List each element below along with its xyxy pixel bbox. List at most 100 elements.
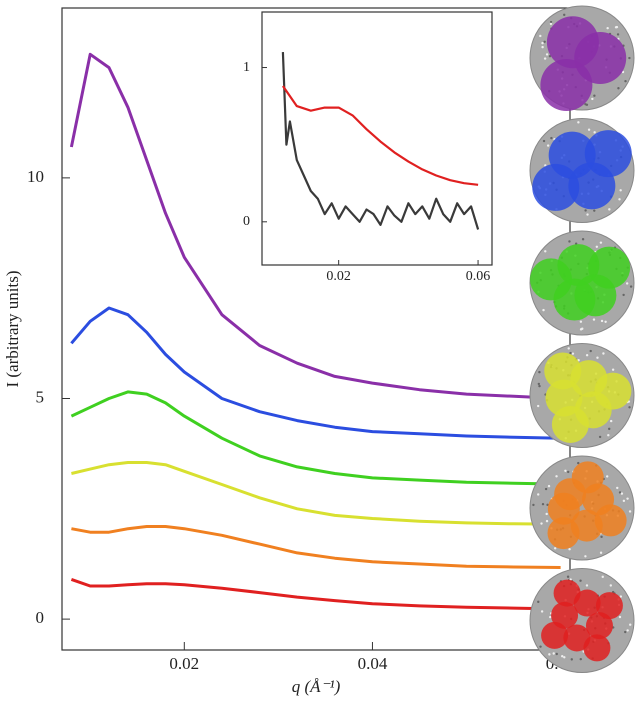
sphere-speckle bbox=[577, 461, 580, 465]
sphere-speckle bbox=[592, 318, 596, 321]
sphere-speckle bbox=[584, 103, 587, 106]
sphere-speckle bbox=[546, 503, 549, 507]
x-tick-label: 0.02 bbox=[326, 269, 351, 284]
sphere-speckle bbox=[548, 55, 552, 58]
sphere-speckle bbox=[571, 352, 575, 355]
sphere-speckle bbox=[628, 406, 631, 409]
sphere-speckle bbox=[537, 382, 541, 386]
sphere-patch bbox=[563, 624, 591, 652]
series-line bbox=[281, 85, 479, 186]
sphere-speckle bbox=[546, 144, 550, 147]
sphere-speckle bbox=[543, 40, 546, 43]
y-axis-label: I (arbitrary units) bbox=[3, 270, 22, 387]
sphere-speckle bbox=[579, 328, 583, 331]
sphere-patch bbox=[553, 579, 581, 607]
sphere-speckle bbox=[591, 97, 594, 101]
sphere-speckle bbox=[611, 368, 615, 371]
sphere-speckle bbox=[540, 522, 543, 525]
sphere-speckle bbox=[532, 503, 535, 507]
sphere-patch bbox=[583, 634, 611, 662]
sphere bbox=[529, 455, 635, 561]
series-line bbox=[70, 390, 561, 486]
series-line bbox=[69, 52, 561, 400]
sphere-speckle bbox=[618, 491, 622, 494]
sphere-speckle bbox=[569, 351, 572, 355]
sphere-speckle bbox=[609, 419, 613, 423]
sphere-speckle bbox=[579, 657, 582, 661]
sphere-speckle bbox=[539, 34, 542, 38]
sphere bbox=[529, 230, 635, 336]
sphere-speckle bbox=[593, 209, 596, 212]
y-tick-label: 5 bbox=[36, 387, 45, 406]
sphere-speckle bbox=[547, 484, 551, 488]
sphere-speckle bbox=[561, 655, 564, 658]
y-tick-label: 1 bbox=[243, 60, 250, 75]
sphere-speckle bbox=[579, 320, 583, 323]
y-tick-label: 10 bbox=[27, 167, 44, 186]
sphere-patch bbox=[548, 131, 596, 179]
sphere-speckle bbox=[622, 293, 625, 297]
sphere-speckle bbox=[619, 189, 622, 192]
sphere-speckle bbox=[579, 579, 582, 582]
sphere-speckle bbox=[541, 502, 545, 506]
sphere-body bbox=[529, 568, 635, 673]
sphere-speckle bbox=[622, 499, 626, 503]
sphere-speckle bbox=[577, 121, 580, 124]
x-tick-label: 0.02 bbox=[169, 654, 199, 673]
sphere-speckle bbox=[563, 13, 566, 17]
sphere-speckle bbox=[595, 245, 599, 248]
sphere-speckle bbox=[625, 282, 629, 285]
series-line bbox=[281, 52, 480, 230]
series-line bbox=[71, 525, 561, 569]
sphere-speckle bbox=[620, 492, 624, 495]
sphere-speckle bbox=[581, 238, 585, 241]
sphere-speckle bbox=[548, 653, 551, 656]
series-line bbox=[70, 306, 561, 440]
sphere-speckle bbox=[566, 575, 570, 578]
sphere-speckle bbox=[626, 629, 629, 632]
sphere-speckle bbox=[614, 26, 618, 29]
x-tick-label: 0.04 bbox=[358, 654, 388, 673]
sphere-patch bbox=[546, 16, 599, 69]
sphere-speckle bbox=[549, 615, 552, 619]
sphere-patch bbox=[585, 612, 613, 640]
sphere-patch bbox=[573, 589, 601, 617]
x-axis-label: q (Å⁻¹) bbox=[292, 677, 341, 696]
sphere-speckle bbox=[549, 20, 553, 24]
sphere-speckle bbox=[543, 57, 547, 60]
sphere-speckle bbox=[555, 475, 558, 478]
sphere-patch bbox=[547, 517, 580, 550]
sphere-column bbox=[529, 5, 635, 673]
sphere-speckle bbox=[599, 241, 603, 244]
sphere bbox=[529, 568, 635, 673]
sphere-speckle bbox=[541, 45, 544, 49]
sphere-speckle bbox=[616, 486, 619, 490]
sphere-speckle bbox=[604, 320, 607, 323]
sphere-speckle bbox=[626, 497, 629, 500]
sphere-speckle bbox=[541, 41, 544, 45]
sphere-speckle bbox=[600, 535, 603, 539]
sphere-speckle bbox=[606, 26, 609, 30]
sphere-patch bbox=[547, 492, 580, 525]
sphere-speckle bbox=[628, 56, 631, 60]
sphere-speckle bbox=[617, 87, 620, 90]
sphere-speckle bbox=[599, 551, 603, 554]
sphere-speckle bbox=[589, 349, 592, 353]
sphere-speckle bbox=[539, 645, 542, 648]
sphere-speckle bbox=[618, 198, 621, 201]
sphere-speckle bbox=[584, 555, 587, 558]
sphere-speckle bbox=[618, 615, 622, 619]
sphere-speckle bbox=[538, 370, 541, 374]
sphere-speckle bbox=[598, 435, 602, 439]
sphere-speckle bbox=[555, 652, 558, 656]
sphere-speckle bbox=[608, 208, 611, 211]
sphere-speckle bbox=[545, 512, 548, 516]
sphere-speckle bbox=[568, 240, 571, 243]
sphere-speckle bbox=[540, 610, 544, 613]
sphere-speckle bbox=[628, 510, 632, 513]
sphere-speckle bbox=[553, 547, 557, 550]
sphere-speckle bbox=[600, 319, 604, 323]
sphere-speckle bbox=[566, 470, 570, 474]
y-tick-label: 0 bbox=[36, 608, 45, 627]
